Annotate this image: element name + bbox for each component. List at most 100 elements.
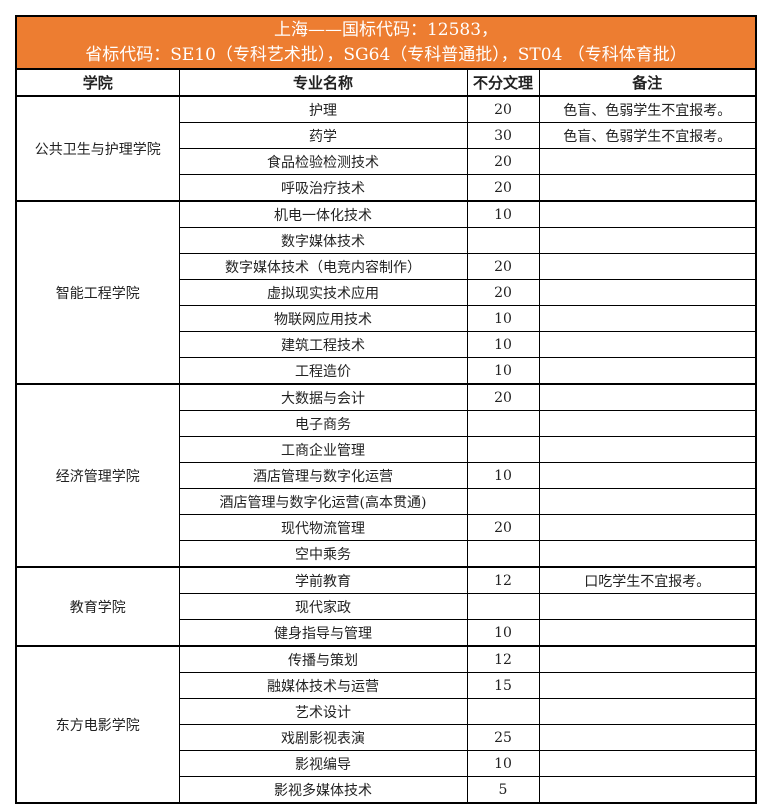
- note-cell: [538, 200, 757, 228]
- table-row: 影视编导 10: [16, 750, 757, 777]
- admission-table: 上海——国标代码：12583， 省标代码：SE10（专科艺术批），SG64（专科…: [14, 15, 758, 804]
- note-cell: 色盲、色弱学生不宜报考。: [538, 122, 757, 149]
- count-cell: 10: [466, 331, 540, 358]
- count-cell: 10: [466, 305, 540, 332]
- count-cell: 15: [466, 672, 540, 699]
- college-cell: 东方电影学院: [15, 645, 180, 804]
- major-cell: 健身指导与管理: [178, 619, 468, 647]
- note-cell: [538, 619, 757, 647]
- college-cell: 公共卫生与护理学院: [15, 95, 180, 202]
- table-title: 上海——国标代码：12583， 省标代码：SE10（专科艺术批），SG64（专科…: [14, 15, 758, 70]
- count-cell: 12: [466, 566, 540, 594]
- table-row: 公共卫生与护理学院 护理 20 色盲、色弱学生不宜报考。: [15, 95, 757, 202]
- note-cell: [538, 462, 757, 489]
- major-cell: 大数据与会计: [178, 383, 468, 411]
- major-cell: 艺术设计: [178, 698, 468, 725]
- count-cell: 20: [466, 148, 540, 175]
- major-cell: 影视多媒体技术: [178, 776, 468, 804]
- major-cell: 呼吸治疗技术: [178, 174, 468, 202]
- note-cell: [538, 279, 757, 306]
- major-cell: 酒店管理与数字化运营: [178, 462, 468, 489]
- major-cell: 数字媒体技术: [178, 227, 468, 254]
- major-cell: 学前教育: [178, 566, 468, 594]
- table-row: 现代物流管理 20: [16, 514, 757, 541]
- table-row: 数字媒体技术（电竞内容制作） 20: [16, 253, 757, 280]
- note-cell: [538, 227, 757, 254]
- major-cell: 物联网应用技术: [178, 305, 468, 332]
- major-cell: 融媒体技术与运营: [178, 672, 468, 699]
- table-row: 经济管理学院 大数据与会计 20: [15, 383, 757, 568]
- count-cell: 20: [466, 383, 540, 411]
- count-cell: 10: [466, 357, 540, 385]
- count-cell: 20: [466, 95, 540, 123]
- college-cell: 经济管理学院: [15, 383, 180, 568]
- table-row: 酒店管理与数字化运营 10: [16, 462, 757, 489]
- note-cell: [538, 776, 757, 804]
- note-cell: [538, 357, 757, 385]
- header-major: 专业名称: [178, 68, 468, 97]
- table-row: 工商企业管理: [16, 436, 757, 463]
- college-cell: 教育学院: [15, 566, 180, 647]
- table-row: 融媒体技术与运营 15: [16, 672, 757, 699]
- note-cell: [538, 514, 757, 541]
- note-cell: [538, 750, 757, 777]
- count-cell: [466, 227, 540, 254]
- major-cell: 机电一体化技术: [178, 200, 468, 228]
- table-row: 影视多媒体技术 5: [16, 776, 757, 804]
- table-row: 虚拟现实技术应用 20: [16, 279, 757, 306]
- table-row: 药学 30 色盲、色弱学生不宜报考。: [16, 122, 757, 149]
- title-row: 上海——国标代码：12583， 省标代码：SE10（专科艺术批），SG64（专科…: [14, 15, 758, 70]
- note-cell: 口吃学生不宜报考。: [538, 566, 757, 594]
- count-cell: 5: [466, 776, 540, 804]
- major-cell: 食品检验检测技术: [178, 148, 468, 175]
- count-cell: 20: [466, 514, 540, 541]
- note-cell: 色盲、色弱学生不宜报考。: [538, 95, 757, 123]
- major-cell: 建筑工程技术: [178, 331, 468, 358]
- major-cell: 酒店管理与数字化运营(高本贯通): [178, 488, 468, 515]
- note-cell: [538, 410, 757, 437]
- table-row: 教育学院 学前教育 12 口吃学生不宜报考。: [15, 566, 757, 647]
- count-cell: 10: [466, 200, 540, 228]
- major-cell: 数字媒体技术（电竞内容制作）: [178, 253, 468, 280]
- major-cell: 现代物流管理: [178, 514, 468, 541]
- title-line-2: 省标代码：SE10（专科艺术批），SG64（专科普通批），ST04 （专科体育批…: [85, 44, 687, 65]
- major-cell: 影视编导: [178, 750, 468, 777]
- title-line-1: 上海——国标代码：12583，: [273, 19, 499, 40]
- count-cell: 20: [466, 279, 540, 306]
- header-count: 不分文理: [466, 68, 540, 97]
- table-row: 现代家政: [16, 593, 757, 620]
- count-cell: [466, 410, 540, 437]
- note-cell: [538, 724, 757, 751]
- table-row: 食品检验检测技术 20: [16, 148, 757, 175]
- header-college: 学院: [15, 68, 180, 97]
- table-row: 呼吸治疗技术 20: [16, 174, 757, 202]
- major-cell: 虚拟现实技术应用: [178, 279, 468, 306]
- note-cell: [538, 174, 757, 202]
- note-cell: [538, 672, 757, 699]
- major-cell: 工商企业管理: [178, 436, 468, 463]
- count-cell: 10: [466, 750, 540, 777]
- note-cell: [538, 305, 757, 332]
- table-row: 东方电影学院 传播与策划 12: [15, 645, 757, 804]
- count-cell: [466, 593, 540, 620]
- note-cell: [538, 383, 757, 411]
- major-cell: 传播与策划: [178, 645, 468, 673]
- header-note: 备注: [538, 68, 757, 97]
- note-cell: [538, 540, 757, 568]
- table-row: 物联网应用技术 10: [16, 305, 757, 332]
- table-row: 酒店管理与数字化运营(高本贯通): [16, 488, 757, 515]
- table-row: 艺术设计: [16, 698, 757, 725]
- table-row: 建筑工程技术 10: [16, 331, 757, 358]
- count-cell: 10: [466, 619, 540, 647]
- note-cell: [538, 253, 757, 280]
- college-cell: 智能工程学院: [15, 200, 180, 385]
- note-cell: [538, 698, 757, 725]
- note-cell: [538, 148, 757, 175]
- major-cell: 现代家政: [178, 593, 468, 620]
- count-cell: 20: [466, 253, 540, 280]
- column-header-row: 学院 专业名称 不分文理 备注: [15, 68, 757, 97]
- major-cell: 工程造价: [178, 357, 468, 385]
- major-cell: 药学: [178, 122, 468, 149]
- count-cell: 30: [466, 122, 540, 149]
- count-cell: 12: [466, 645, 540, 673]
